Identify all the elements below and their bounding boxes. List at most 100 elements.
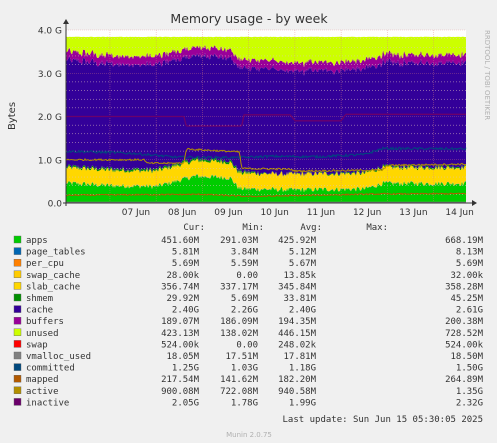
- area-slab_cache: [66, 158, 466, 192]
- x-tick-label: 12 Jun: [353, 208, 381, 218]
- y-tick-label: 2.0 G: [38, 113, 62, 123]
- legend-label-per_cpu: per_cpu: [26, 259, 64, 269]
- x-tick-label: 14 Jun: [445, 208, 473, 218]
- legend-swatch-per_cpu: [13, 259, 22, 267]
- legend-label-vmalloc_used: vmalloc_used: [26, 352, 91, 362]
- legend-value: 5.59M: [231, 259, 259, 269]
- legend-value: 356.74M: [161, 282, 200, 292]
- x-axis-arrow: [472, 200, 477, 206]
- legend-value: 446.15M: [278, 329, 317, 339]
- legend-label-buffers: buffers: [26, 317, 64, 327]
- legend-value: 138.02M: [220, 329, 259, 339]
- legend-value: 248.02k: [278, 340, 317, 350]
- area-buffers: [66, 44, 466, 76]
- legend-value: 217.54M: [161, 375, 200, 385]
- legend-label-shmem: shmem: [26, 294, 53, 304]
- legend-value: 182.20M: [278, 375, 317, 385]
- legend-swatch-cache: [13, 305, 22, 313]
- legend-value: 0.00: [236, 340, 258, 350]
- legend-value: 2.05G: [172, 398, 199, 408]
- line-committed: [65, 146, 467, 160]
- y-tick-label: 1.0 G: [38, 156, 62, 166]
- legend-swatch-mapped: [13, 375, 22, 383]
- legend-value: 524.00k: [161, 340, 200, 350]
- legend-value: 5.69M: [231, 294, 259, 304]
- legend-value: 2.32G: [456, 398, 483, 408]
- legend-label-mapped: mapped: [26, 375, 59, 385]
- x-tick-label: 13 Jun: [399, 208, 427, 218]
- line-active: [65, 147, 467, 173]
- legend-swatch-unused: [13, 328, 22, 336]
- legend-value: 5.69M: [172, 259, 200, 269]
- legend-value: 5.69M: [456, 259, 484, 269]
- line-mapped: [65, 192, 467, 198]
- legend-value: 13.85k: [283, 271, 316, 281]
- legend-label-cache: cache: [26, 306, 53, 316]
- legend-value: 337.17M: [220, 282, 259, 292]
- legend-value: 1.18G: [289, 364, 316, 374]
- legend-swatch-shmem: [13, 293, 22, 302]
- legend-header: Avg:: [300, 223, 322, 233]
- x-tick-label: 08 Jun: [168, 208, 196, 218]
- legend-value: 345.84M: [278, 282, 317, 292]
- y-axis-arrow: [63, 19, 69, 24]
- legend-value: 2.61G: [456, 306, 483, 316]
- legend-value: 0.00: [236, 271, 258, 281]
- legend-value: 900.08M: [161, 387, 200, 397]
- legend-swatch-active: [13, 386, 22, 394]
- legend-value: 29.92M: [166, 294, 199, 304]
- y-tick-label: 3.0 G: [38, 70, 62, 80]
- legend-value: 17.81M: [283, 352, 316, 362]
- last-update-text: Last update: Sun Jun 15 05:30:05 2025: [283, 415, 483, 425]
- legend-value: 186.09M: [220, 317, 259, 327]
- y-tick-label: 4.0 G: [38, 27, 62, 37]
- legend-value: 32.00k: [450, 271, 483, 281]
- legend-label-page_tables: page_tables: [26, 248, 86, 258]
- legend-value: 2.40G: [172, 306, 199, 316]
- x-tick-label: 07 Jun: [122, 208, 150, 218]
- legend-value: 722.08M: [220, 387, 259, 397]
- legend-header: Cur:: [183, 223, 205, 233]
- legend-swatch-vmalloc_used: [13, 351, 22, 360]
- legend-value: 425.92M: [278, 236, 317, 246]
- legend-value: 5.81M: [172, 248, 200, 258]
- legend-value: 33.81M: [283, 294, 316, 304]
- legend-value: 1.78G: [231, 398, 258, 408]
- legend-value: 524.00k: [445, 340, 484, 350]
- x-tick-label: 09 Jun: [214, 208, 242, 218]
- legend-swatch-inactive: [13, 398, 22, 406]
- legend-swatch-committed: [13, 363, 22, 371]
- legend-value: 8.13M: [456, 248, 484, 258]
- legend-value: 2.40G: [289, 306, 316, 316]
- legend-value: 3.84M: [231, 248, 259, 258]
- legend-value: 18.50M: [450, 352, 483, 362]
- legend-value: 5.67M: [289, 259, 317, 269]
- chart-title: Memory usage - by week: [170, 11, 328, 26]
- legend-label-apps: apps: [26, 236, 48, 246]
- legend-value: 18.05M: [166, 352, 199, 362]
- legend-value: 141.62M: [220, 375, 259, 385]
- legend-value: 940.58M: [278, 387, 317, 397]
- legend-label-active: active: [26, 387, 59, 397]
- legend-value: 728.52M: [445, 329, 484, 339]
- legend-value: 2.26G: [231, 306, 258, 316]
- y-axis-label: Bytes: [7, 102, 18, 130]
- legend-value: 668.19M: [445, 236, 484, 246]
- legend-value: 189.07M: [161, 317, 200, 327]
- legend-value: 451.60M: [161, 236, 200, 246]
- munin-version-text: Munin 2.0.75: [226, 431, 272, 439]
- legend-value: 1.03G: [231, 364, 258, 374]
- legend-value: 264.89M: [445, 375, 484, 385]
- legend-value: 5.12M: [289, 248, 317, 258]
- legend-label-unused: unused: [26, 329, 59, 339]
- legend-value: 1.25G: [172, 364, 199, 374]
- x-tick-label: 11 Jun: [307, 208, 335, 218]
- area-apps: [66, 174, 466, 203]
- watermark: RRDTOOL / TOBI OETIKER: [483, 30, 491, 120]
- legend-label-committed: committed: [26, 364, 75, 374]
- legend-swatch-buffers: [13, 317, 22, 325]
- legend-header: Min:: [242, 223, 264, 233]
- legend-label-inactive: inactive: [26, 398, 69, 408]
- legend-value: 17.51M: [225, 352, 258, 362]
